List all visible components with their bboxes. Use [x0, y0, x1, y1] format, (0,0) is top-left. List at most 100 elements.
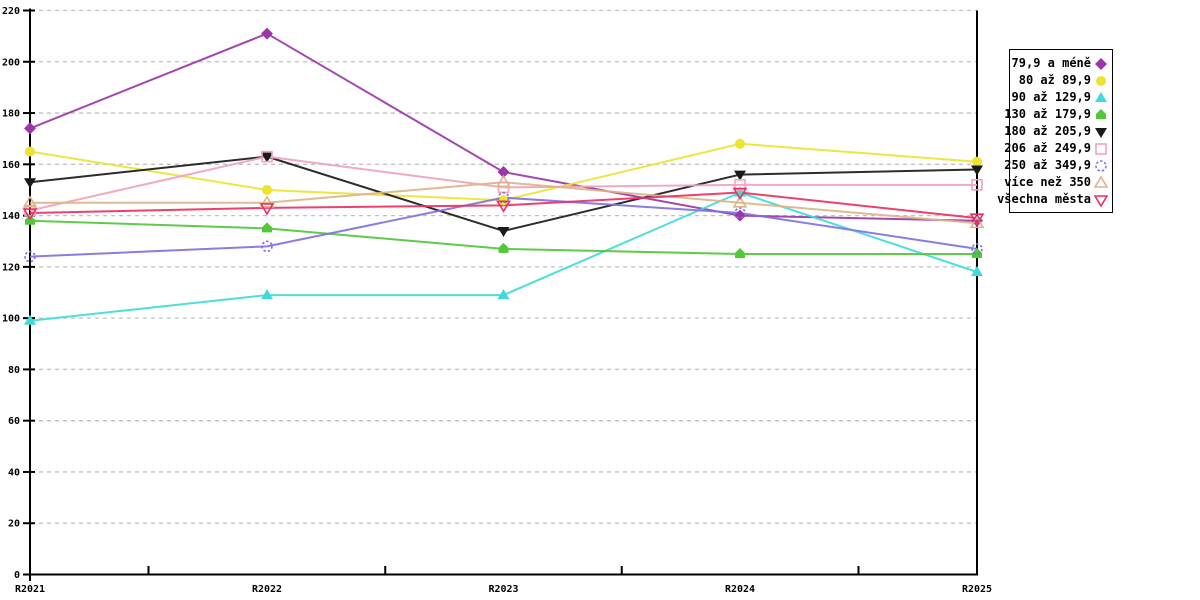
- series-markers: [22, 174, 985, 229]
- triangle-up-open-legend-icon: [1094, 175, 1108, 188]
- pentagon-marker-icon: [262, 222, 272, 233]
- pentagon-marker-icon: [1096, 108, 1106, 119]
- circle-open-dashed-legend-icon: [1095, 159, 1107, 172]
- x-tick-label: R2025: [962, 584, 992, 595]
- series-markers: [24, 152, 983, 237]
- triangle-down-open-marker-icon: [259, 203, 275, 216]
- y-tick-label: 200: [2, 57, 20, 68]
- legend-item-label: 79,9 a méně: [1011, 56, 1091, 70]
- circle-open-marker-icon: [497, 191, 510, 204]
- diamond-marker-icon: [734, 209, 746, 222]
- series-markers: [22, 187, 985, 226]
- triangle-down-open-marker-icon: [969, 213, 985, 226]
- legend-item-label: 130 až 179,9: [1004, 107, 1091, 121]
- y-tick-label: 160: [2, 160, 20, 171]
- circle-open-marker-icon: [971, 243, 983, 255]
- triangle-up-open-marker-icon: [496, 174, 511, 188]
- circle-marker-icon: [262, 184, 272, 195]
- y-tick-label: 60: [8, 416, 20, 427]
- pentagon-marker-icon: [498, 242, 509, 253]
- triangle-down-marker-icon: [497, 226, 510, 237]
- x-tick-label: R2024: [725, 584, 755, 595]
- legend-item-label: všechna města: [997, 192, 1091, 206]
- triangle-up-marker-icon: [971, 265, 983, 276]
- series-line: [29, 191, 978, 220]
- y-tick-label: 0: [14, 570, 20, 581]
- pentagon-filled-legend-icon: [1096, 108, 1106, 119]
- y-tick-label: 80: [8, 365, 20, 376]
- pentagon-marker-icon: [972, 248, 982, 259]
- x-tick-label: R2023: [488, 584, 518, 595]
- legend-item: 180 až 205,9: [1004, 123, 1108, 140]
- pentagon-marker-icon: [735, 248, 745, 259]
- square-open-legend-icon: [1095, 142, 1107, 155]
- legend-item-label: 180 až 205,9: [1004, 124, 1091, 138]
- diamond-marker-icon: [1095, 57, 1107, 70]
- square-open-marker-icon: [261, 150, 273, 163]
- y-tick-label: 180: [2, 109, 20, 120]
- triangle-up-open-marker-icon: [1094, 175, 1108, 188]
- circle-filled-legend-icon: [1096, 75, 1106, 86]
- legend-item: 90 až 129,9: [1011, 89, 1108, 106]
- circle-marker-icon: [25, 146, 35, 157]
- triangle-up-open-marker-icon: [969, 215, 985, 229]
- diamond-marker-icon: [261, 27, 273, 40]
- legend: 79,9 a méně 80 až 89,9 90 až 129,9 130 až 1…: [997, 49, 1113, 213]
- legend-item-label: více než 350: [1004, 175, 1091, 189]
- triangle-up-open-marker-icon: [732, 195, 748, 208]
- triangle-up-filled-legend-icon: [1095, 91, 1107, 102]
- legend-item-label: 206 až 249,9: [1004, 141, 1091, 155]
- triangle-down-marker-icon: [1095, 127, 1107, 138]
- circle-open-marker-icon: [734, 207, 746, 219]
- triangle-up-open-marker-icon: [22, 195, 38, 208]
- triangle-down-marker-icon: [261, 152, 273, 163]
- triangle-down-open-legend-icon: [1094, 194, 1108, 207]
- y-tick-label: 140: [2, 211, 20, 222]
- diamond-marker-icon: [24, 122, 36, 135]
- triangle-down-marker-icon: [734, 170, 746, 181]
- triangle-up-open-marker-icon: [259, 195, 275, 208]
- triangle-up-marker-icon: [1095, 91, 1107, 102]
- legend-item-label: 90 až 129,9: [1011, 90, 1091, 104]
- triangle-down-filled-legend-icon: [1095, 127, 1107, 138]
- y-tick-label: 20: [8, 519, 20, 530]
- y-tick-label: 120: [2, 262, 20, 273]
- x-tick-label: R2021: [15, 584, 45, 595]
- circle-open-marker-icon: [261, 240, 273, 253]
- series-markers: [24, 191, 983, 263]
- circle-marker-icon: [972, 156, 982, 167]
- square-open-marker-icon: [971, 179, 983, 191]
- square-open-marker-icon: [1095, 142, 1107, 155]
- y-tick-label: 40: [8, 467, 20, 478]
- diamond-marker-icon: [497, 166, 510, 179]
- series-markers: [24, 186, 983, 325]
- triangle-down-open-marker-icon: [1094, 194, 1108, 207]
- legend-item: všechna města: [997, 191, 1108, 208]
- circle-marker-icon: [498, 195, 509, 206]
- series-line: [29, 155, 977, 212]
- legend-item-label: 250 až 349,9: [1004, 158, 1091, 172]
- triangle-down-marker-icon: [24, 178, 36, 189]
- x-tick-label: R2022: [252, 584, 282, 595]
- square-open-marker-icon: [734, 179, 746, 191]
- diamond-filled-legend-icon: [1095, 57, 1107, 70]
- triangle-up-marker-icon: [261, 289, 273, 300]
- legend-item: 130 až 179,9: [1004, 106, 1108, 123]
- legend-item: 79,9 a méně: [1011, 55, 1108, 72]
- triangle-down-marker-icon: [971, 165, 983, 176]
- legend-item: 250 až 349,9: [1004, 157, 1108, 174]
- triangle-down-open-marker-icon: [22, 208, 38, 221]
- triangle-down-open-marker-icon: [732, 187, 748, 201]
- y-tick-label: 100: [2, 314, 20, 325]
- legend-item: 206 až 249,9: [1004, 140, 1108, 157]
- legend-item: více než 350: [1004, 174, 1108, 191]
- triangle-down-open-marker-icon: [496, 200, 511, 213]
- circle-marker-icon: [735, 138, 745, 149]
- triangle-up-marker-icon: [24, 314, 36, 325]
- circle-marker-icon: [1096, 75, 1106, 86]
- y-tick-label: 220: [2, 6, 20, 17]
- legend-item-label: 80 až 89,9: [1018, 73, 1091, 87]
- legend-item: 80 až 89,9: [1014, 72, 1108, 89]
